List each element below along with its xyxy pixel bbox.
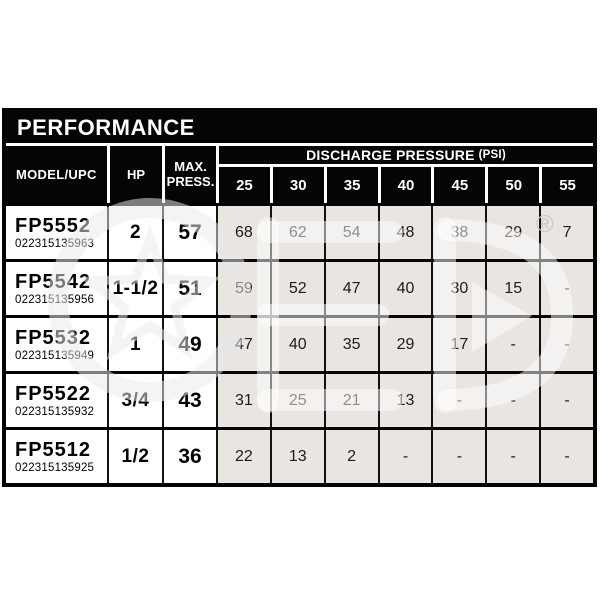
pressure-value: 68 — [216, 206, 270, 259]
table-row-fp5532: FP5532 022315135949 1 49 47 40 35 29 17 … — [6, 315, 593, 371]
pressure-value: 30 — [431, 262, 486, 315]
pressure-value: - — [431, 374, 486, 427]
header-max-press: MAX. PRESS. — [162, 146, 216, 203]
table-row-fp5542: FP5542 022315135956 1-1/2 51 59 52 47 40… — [6, 259, 593, 315]
table-header: MODEL/UPC HP MAX. PRESS. DISCHARGE PRESS… — [6, 146, 593, 203]
pressure-value: - — [485, 318, 540, 371]
pressure-value: 47 — [323, 262, 378, 315]
model-upc-cell: FP5552 022315135963 — [6, 206, 107, 259]
header-model-upc: MODEL/UPC — [16, 167, 97, 182]
model-number: FP5532 — [15, 326, 92, 349]
header-pressure-55: 55 — [539, 167, 593, 203]
model-number: FP5542 — [15, 270, 92, 293]
table-title-bar: PERFORMANCE — [6, 112, 593, 146]
header-discharge-pressure-title: DISCHARGE PRESSURE — [306, 147, 475, 163]
pressure-value: 48 — [377, 206, 432, 259]
model-upc-cell: FP5532 022315135949 — [6, 318, 107, 371]
pressure-value: 38 — [431, 206, 486, 259]
table-row-fp5512: FP5512 022315135925 1/2 36 22 13 2 - - -… — [6, 427, 593, 483]
pressure-value: 47 — [216, 318, 270, 371]
upc-code: 022315135963 — [15, 237, 95, 250]
header-pressure-25: 25 — [216, 167, 270, 203]
pressure-value: - — [485, 374, 540, 427]
hp-value: 2 — [107, 206, 162, 259]
pressure-value: - — [539, 262, 593, 315]
max-press-value: 57 — [162, 206, 216, 259]
hp-value: 1 — [107, 318, 162, 371]
pressure-value: 13 — [269, 430, 324, 483]
model-number: FP5522 — [15, 382, 92, 405]
performance-table: PERFORMANCE MODEL/UPC HP MAX. PRESS. DIS… — [2, 108, 597, 487]
max-press-value: 43 — [162, 374, 216, 427]
header-max-press-line1: MAX. — [174, 158, 207, 174]
header-discharge-pressure-unit: (PSI) — [478, 149, 506, 161]
pressure-value: - — [377, 430, 432, 483]
max-press-value: 49 — [162, 318, 216, 371]
upc-code: 022315135949 — [15, 349, 95, 362]
pressure-value: - — [539, 318, 593, 371]
pressure-value: 17 — [431, 318, 486, 371]
pressure-value: 2 — [323, 430, 378, 483]
model-upc-cell: FP5542 022315135956 — [6, 262, 107, 315]
pressure-value: 31 — [216, 374, 270, 427]
upc-code: 022315135925 — [15, 461, 95, 474]
max-press-value: 36 — [162, 430, 216, 483]
table-row-fp5552: FP5552 022315135963 2 57 68 62 54 48 38 … — [6, 203, 593, 259]
header-pressure-45: 45 — [431, 167, 485, 203]
header-pressure-40: 40 — [377, 167, 432, 203]
pressure-value: 52 — [269, 262, 324, 315]
model-number: FP5512 — [15, 438, 92, 461]
hp-value: 1/2 — [107, 430, 162, 483]
pressure-value: 35 — [323, 318, 378, 371]
pressure-value: 62 — [269, 206, 324, 259]
max-press-value: 51 — [162, 262, 216, 315]
model-upc-cell: FP5512 022315135925 — [6, 430, 107, 483]
header-pressure-30: 30 — [269, 167, 324, 203]
header-pressure-50: 50 — [485, 167, 539, 203]
header-max-press-line2: PRESS. — [166, 173, 215, 189]
pressure-value: 21 — [323, 374, 378, 427]
pressure-value: - — [539, 374, 593, 427]
pressure-value: 7 — [539, 206, 593, 259]
pressure-value: 54 — [323, 206, 378, 259]
header-pressure-35: 35 — [323, 167, 378, 203]
pressure-value: - — [539, 430, 593, 483]
hp-value: 3/4 — [107, 374, 162, 427]
pressure-value: 40 — [377, 262, 432, 315]
pressure-value: - — [485, 430, 540, 483]
table-row-fp5522: FP5522 022315135932 3/4 43 31 25 21 13 -… — [6, 371, 593, 427]
header-hp: HP — [107, 146, 162, 203]
upc-code: 022315135932 — [15, 405, 95, 418]
pressure-value: 29 — [485, 206, 540, 259]
hp-value: 1-1/2 — [107, 262, 162, 315]
pressure-value: 15 — [485, 262, 540, 315]
pressure-value: 25 — [269, 374, 324, 427]
table-title: PERFORMANCE — [17, 114, 195, 140]
pressure-value: 22 — [216, 430, 270, 483]
upc-code: 022315135956 — [15, 293, 95, 306]
pressure-value: - — [431, 430, 486, 483]
pressure-value: 13 — [377, 374, 432, 427]
pressure-value: 29 — [377, 318, 432, 371]
pressure-value: 40 — [269, 318, 324, 371]
model-upc-cell: FP5522 022315135932 — [6, 374, 107, 427]
header-discharge-pressure-group: DISCHARGE PRESSURE (PSI) — [216, 146, 593, 167]
model-number: FP5552 — [15, 214, 92, 237]
pressure-value: 59 — [216, 262, 270, 315]
